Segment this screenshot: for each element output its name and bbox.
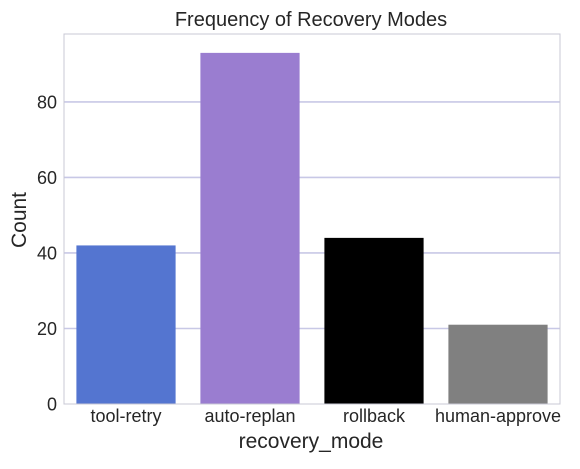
- x-tick-labels: tool-retry auto-replan rollback human-appro…: [90, 406, 561, 426]
- bar-tool-retry: [76, 245, 176, 404]
- x-tick-label: human-approve: [435, 406, 561, 426]
- y-tick-label: 20: [37, 319, 57, 339]
- x-tick-label: tool-retry: [90, 406, 161, 426]
- y-tick-label: 60: [37, 168, 57, 188]
- y-tick-label: 0: [47, 395, 57, 415]
- bar-human-approve: [448, 324, 548, 404]
- y-tick-labels: 0 20 40 60 80: [37, 92, 57, 414]
- y-axis-label: Count: [8, 192, 31, 248]
- y-tick-label: 80: [37, 92, 57, 112]
- x-tick-label: auto-replan: [204, 406, 295, 426]
- bar-rollback: [324, 237, 424, 404]
- x-axis-label: recovery_mode: [239, 430, 384, 453]
- y-tick-label: 40: [37, 243, 57, 263]
- bars: [76, 52, 548, 404]
- chart-title: Frequency of Recovery Modes: [175, 9, 447, 31]
- x-tick-label: rollback: [343, 406, 406, 426]
- plot-frame: [63, 33, 561, 405]
- bar-auto-replan: [200, 52, 300, 404]
